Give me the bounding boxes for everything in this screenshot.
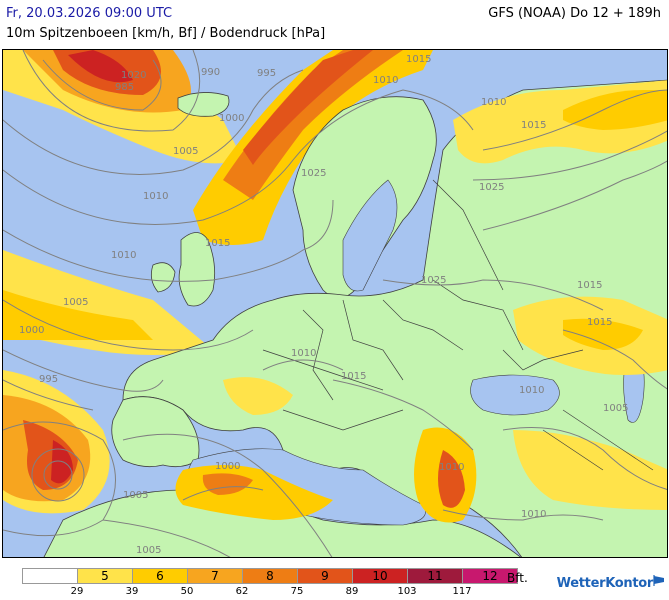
legend-tick: 29 [70, 586, 84, 597]
isobar-label: 1005 [63, 297, 88, 308]
parameter-title: 10m Spitzenboeen [km/h, Bf] / Bodendruck… [6, 26, 326, 41]
isobar-label: 1015 [587, 317, 612, 328]
isobar-label: 995 [39, 374, 58, 385]
isobar-label: 1025 [301, 168, 326, 179]
legend-unit: Bft. [507, 571, 528, 585]
land-area [150, 262, 176, 293]
legend-cell: 6 [133, 568, 188, 584]
legend-tick: 75 [290, 586, 304, 597]
isobar-label: 1005 [603, 403, 628, 414]
sea-area [470, 374, 560, 416]
wind-sock-icon [653, 575, 664, 586]
gust-zone [223, 50, 403, 200]
legend-cell: 7 [188, 568, 243, 584]
isobar-label: 1000 [19, 325, 44, 336]
isobar-label: 1020 [121, 70, 146, 81]
isobar-label: 1010 [291, 348, 316, 359]
gust-zone [513, 430, 667, 510]
legend-cell: 8 [243, 568, 298, 584]
isobar-label: 1015 [521, 120, 546, 131]
isobar-label: 1010 [521, 509, 546, 520]
isobar-label: 1000 [215, 461, 240, 472]
land-area [292, 96, 437, 299]
weather-map: 1020 985 990 995 1015 1010 1000 1005 101… [2, 49, 668, 558]
isobar-label: 1010 [439, 462, 464, 473]
isobar-label: 1025 [421, 275, 446, 286]
isobar-label: 1025 [479, 182, 504, 193]
isobars [3, 50, 667, 557]
land-area [111, 396, 200, 468]
isobar-label: 1015 [577, 280, 602, 291]
legend-tick: 39 [125, 586, 139, 597]
gust-zone [563, 318, 643, 350]
isobar-label: 1010 [143, 191, 168, 202]
gust-zone [563, 90, 667, 130]
isobar-label: 990 [201, 67, 220, 78]
gust-zone [243, 50, 373, 165]
isobar-label: 1015 [341, 371, 366, 382]
isobar-label: 1015 [406, 54, 431, 65]
map-canvas: 1020 985 990 995 1015 1010 1000 1005 101… [3, 50, 667, 557]
gust-zone [3, 290, 153, 340]
isobar-labels: 1020 985 990 995 1015 1010 1000 1005 101… [19, 54, 628, 556]
land-area [177, 92, 230, 117]
land-area [43, 489, 522, 557]
legend-cell [22, 568, 78, 584]
isobar-label: 1010 [481, 97, 506, 108]
gust-zone [223, 377, 293, 415]
legend-cell: 12 [463, 568, 518, 584]
country-borders [262, 179, 654, 471]
valid-time: Fr, 20.03.2026 09:00 UTC [6, 6, 173, 21]
legend-tick: 89 [345, 586, 359, 597]
isobar-label: 1010 [111, 250, 136, 261]
isobar-label: 1010 [519, 385, 544, 396]
legend-tick: 62 [235, 586, 249, 597]
gust-zone [438, 450, 465, 508]
land-area [178, 232, 216, 307]
sea-area [342, 179, 398, 292]
brand-logo[interactable]: WetterKontor [556, 576, 654, 591]
isobar-label: 1010 [373, 75, 398, 86]
beaufort-legend: 5 6 7 8 9 10 11 12 [22, 568, 518, 584]
legend-tick: 50 [180, 586, 194, 597]
legend-cell: 11 [408, 568, 463, 584]
model-run-label: GFS (NOAA) Do 12 + 189h [488, 6, 661, 21]
isobar-label: 1005 [136, 545, 161, 556]
legend-cell: 5 [78, 568, 133, 584]
legend-kmh-ticks: 29 39 50 62 75 89 103 117 [0, 586, 669, 600]
isobar-label: 1005 [173, 146, 198, 157]
isobar-label: 985 [115, 82, 134, 93]
gust-zone [202, 473, 253, 495]
isobar-label: 1005 [123, 490, 148, 501]
isobar-label: 1000 [219, 113, 244, 124]
legend-tick: 103 [397, 586, 417, 597]
legend-tick: 117 [452, 586, 472, 597]
isobar-label: 995 [257, 68, 276, 79]
gust-zone [68, 50, 133, 83]
legend-cell: 10 [353, 568, 408, 584]
isobar-label: 1015 [205, 238, 230, 249]
legend-cell: 9 [298, 568, 353, 584]
